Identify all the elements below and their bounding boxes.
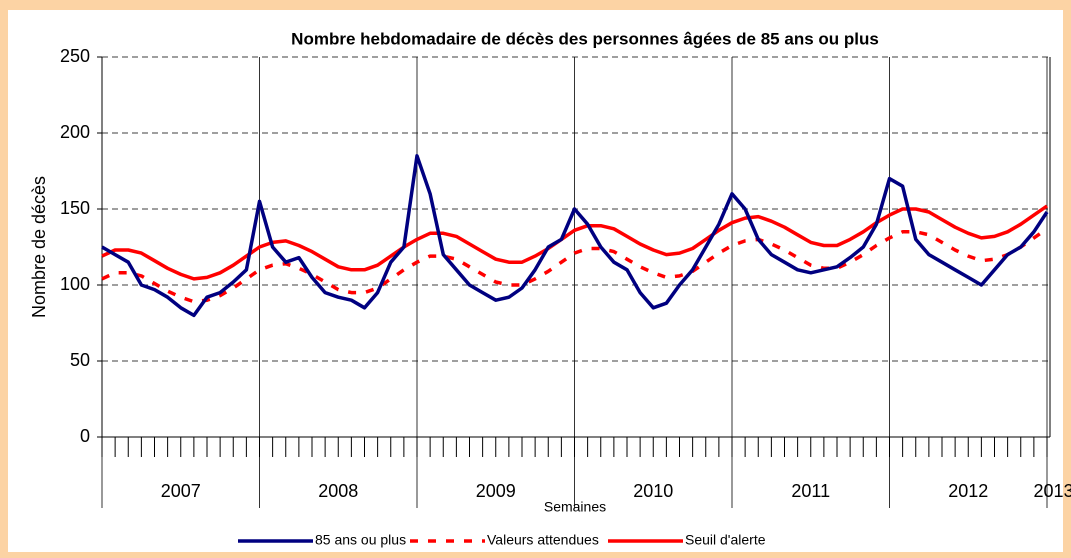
year-label: 2012	[948, 481, 988, 501]
year-label: 2008	[318, 481, 358, 501]
year-label: 2013	[1034, 481, 1071, 501]
legend-label: 85 ans ou plus	[315, 532, 406, 548]
y-tick-label: 150	[60, 198, 90, 218]
y-axis-title: Nombre de décès	[29, 176, 49, 318]
x-axis-title: Semaines	[544, 499, 606, 515]
year-label: 2011	[791, 481, 830, 501]
year-label: 2007	[161, 481, 201, 501]
year-label: 2009	[476, 481, 516, 501]
y-tick-label: 0	[80, 426, 90, 446]
series-line	[101, 154, 1049, 318]
legend-label: Seuil d'alerte	[685, 532, 766, 548]
y-tick-label: 250	[60, 46, 90, 66]
year-label: 2010	[633, 481, 673, 501]
series-line	[101, 227, 1048, 304]
legend-label: Valeurs attendues	[487, 532, 599, 548]
y-tick-label: 200	[60, 122, 90, 142]
series-line	[101, 204, 1048, 281]
y-tick-label: 50	[70, 350, 90, 370]
y-tick-label: 100	[60, 274, 90, 294]
chart-title: Nombre hebdomadaire de décès des personn…	[291, 29, 879, 48]
panel	[8, 10, 1063, 552]
